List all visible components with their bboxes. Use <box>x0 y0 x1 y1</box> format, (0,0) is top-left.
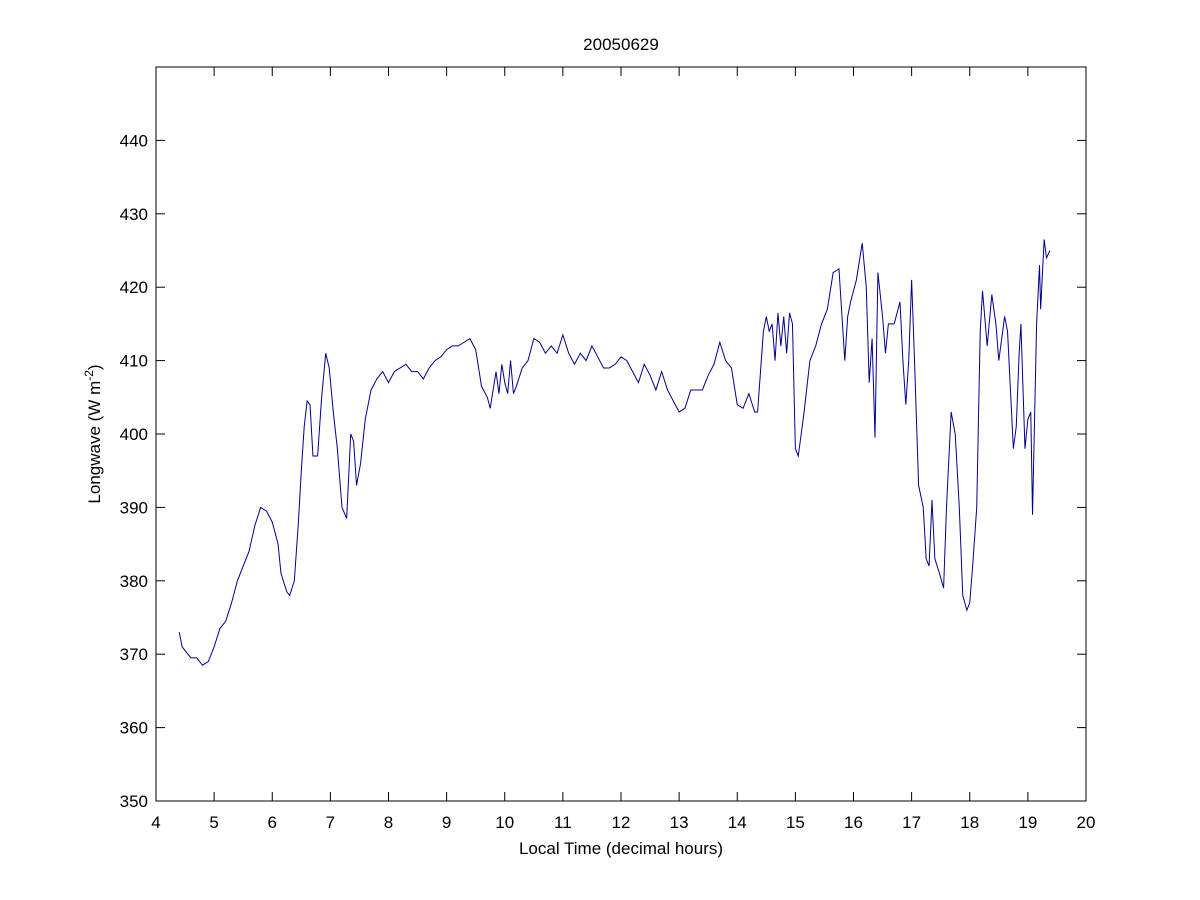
x-tick-label: 13 <box>670 813 689 832</box>
y-axis-label-suffix: ) <box>85 364 104 370</box>
x-tick-label: 17 <box>902 813 921 832</box>
y-tick-label: 350 <box>120 792 148 811</box>
x-tick-label: 15 <box>786 813 805 832</box>
x-tick-label: 19 <box>1018 813 1037 832</box>
y-tick-label: 410 <box>120 352 148 371</box>
plot-area <box>155 66 1087 802</box>
chart-title: 20050629 <box>583 35 659 54</box>
y-tick-label: 400 <box>120 425 148 444</box>
x-tick-label: 5 <box>209 813 218 832</box>
x-tick-label: 14 <box>728 813 747 832</box>
x-tick-label: 12 <box>612 813 631 832</box>
x-tick-label: 10 <box>495 813 514 832</box>
y-tick-label: 440 <box>120 131 148 150</box>
y-tick-label: 380 <box>120 572 148 591</box>
x-tick-label: 18 <box>960 813 979 832</box>
y-tick-label: 360 <box>120 719 148 738</box>
y-tick-label: 390 <box>120 498 148 517</box>
x-tick-label: 16 <box>844 813 863 832</box>
y-tick-label: 420 <box>120 278 148 297</box>
y-axis-label: Longwave (W m-2) <box>82 364 104 503</box>
data-line <box>178 239 1051 666</box>
x-tick-label: 8 <box>384 813 393 832</box>
x-tick-label: 4 <box>151 813 160 832</box>
x-axis-label: Local Time (decimal hours) <box>519 839 723 858</box>
y-axis-label-superscript: -2 <box>82 370 96 381</box>
y-tick-label: 370 <box>120 645 148 664</box>
x-tick-label: 6 <box>268 813 277 832</box>
x-tick-label: 9 <box>442 813 451 832</box>
x-tick-label: 7 <box>326 813 335 832</box>
y-axis-label-text: Longwave (W m <box>85 381 104 504</box>
x-tick-label: 11 <box>554 813 572 832</box>
y-tick-label: 430 <box>120 205 148 224</box>
x-tick-label: 20 <box>1077 813 1096 832</box>
